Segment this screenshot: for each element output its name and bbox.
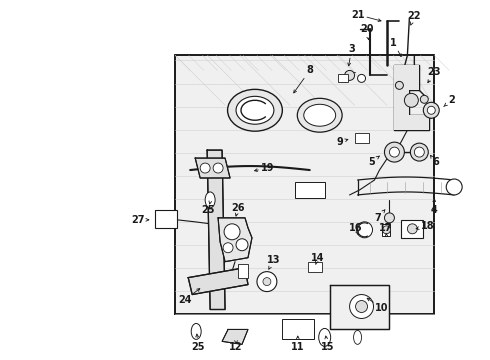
Circle shape [224, 224, 240, 240]
Bar [238, 264, 248, 278]
Text: 7: 7 [374, 213, 381, 223]
Text: 18: 18 [420, 221, 434, 231]
Circle shape [385, 142, 404, 162]
Polygon shape [218, 218, 252, 262]
Text: 19: 19 [261, 163, 275, 173]
Text: 22: 22 [408, 11, 421, 21]
Bar [355, 133, 368, 143]
Text: 14: 14 [311, 253, 324, 263]
Ellipse shape [191, 323, 201, 339]
Text: 11: 11 [291, 342, 305, 352]
Text: 13: 13 [267, 255, 281, 265]
Text: 25: 25 [201, 205, 215, 215]
Text: 5: 5 [368, 157, 375, 167]
Polygon shape [222, 329, 248, 345]
Text: 3: 3 [348, 44, 355, 54]
Text: 20: 20 [360, 24, 373, 33]
Ellipse shape [318, 328, 331, 346]
Bar [308, 262, 322, 272]
Ellipse shape [227, 89, 282, 131]
Bar [401, 220, 423, 238]
Text: 25: 25 [192, 342, 205, 352]
Circle shape [358, 75, 366, 82]
Circle shape [257, 272, 277, 292]
Polygon shape [188, 268, 248, 294]
Circle shape [357, 222, 372, 238]
Text: 24: 24 [178, 294, 192, 305]
Circle shape [236, 239, 248, 251]
Ellipse shape [304, 104, 336, 126]
Circle shape [223, 243, 233, 253]
Circle shape [344, 71, 355, 80]
Text: 8: 8 [306, 66, 313, 76]
Circle shape [349, 294, 373, 319]
Circle shape [356, 301, 368, 312]
Text: 4: 4 [431, 205, 438, 215]
Circle shape [390, 147, 399, 157]
Circle shape [410, 143, 428, 161]
Text: 21: 21 [351, 10, 364, 20]
Text: 9: 9 [336, 137, 343, 147]
Circle shape [427, 106, 435, 114]
Ellipse shape [205, 192, 215, 208]
Bar [338, 75, 347, 82]
Circle shape [415, 147, 424, 157]
Bar [155, 210, 177, 228]
Polygon shape [394, 66, 429, 130]
Ellipse shape [354, 330, 362, 345]
Polygon shape [207, 150, 225, 310]
Text: 15: 15 [321, 342, 335, 352]
Ellipse shape [236, 96, 274, 124]
Circle shape [263, 278, 271, 285]
Ellipse shape [297, 98, 342, 132]
Circle shape [423, 102, 439, 118]
Circle shape [407, 224, 417, 234]
Polygon shape [175, 55, 434, 315]
Text: 23: 23 [427, 67, 441, 77]
Circle shape [395, 81, 403, 89]
Bar [282, 319, 314, 339]
Text: 27: 27 [132, 215, 145, 225]
Text: 16: 16 [349, 223, 362, 233]
Circle shape [404, 93, 418, 107]
Text: 6: 6 [432, 157, 439, 167]
Circle shape [200, 163, 210, 173]
Text: 2: 2 [448, 95, 455, 105]
Text: 1: 1 [390, 37, 397, 48]
Text: 26: 26 [231, 203, 245, 213]
Polygon shape [195, 158, 230, 178]
Polygon shape [330, 285, 390, 329]
Circle shape [446, 179, 462, 195]
Circle shape [383, 226, 391, 234]
Bar [383, 224, 391, 236]
Circle shape [420, 95, 428, 103]
Text: 17: 17 [379, 223, 392, 233]
Circle shape [213, 163, 223, 173]
Bar [295, 182, 325, 198]
Text: 10: 10 [375, 302, 388, 312]
Circle shape [385, 213, 394, 223]
Text: 12: 12 [229, 342, 243, 352]
